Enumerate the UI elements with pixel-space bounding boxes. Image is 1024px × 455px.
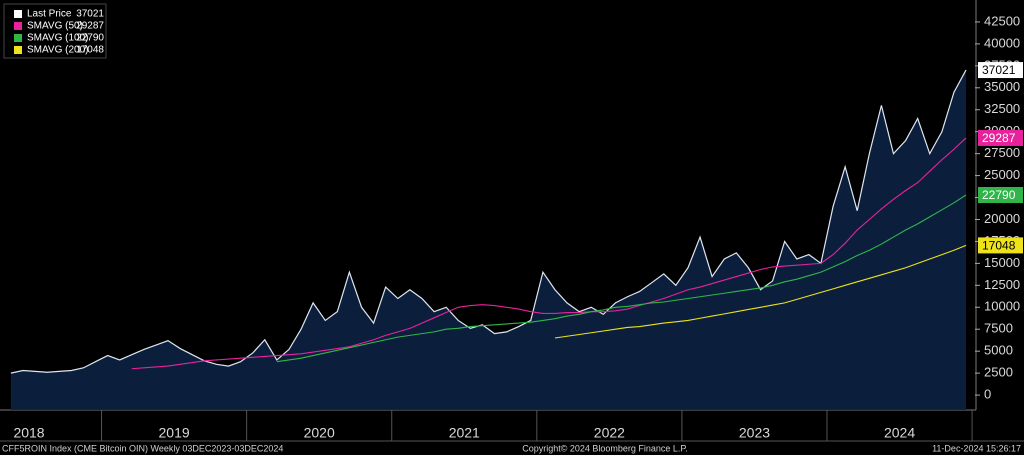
legend-swatch	[14, 22, 22, 30]
y-tick-label: 5000	[984, 343, 1013, 358]
y-tick-label: 12500	[984, 277, 1020, 292]
y-tick-label: 32500	[984, 101, 1020, 116]
value-box-label: 22790	[982, 188, 1016, 202]
y-tick-label: 42500	[984, 13, 1020, 28]
legend-value: 17048	[76, 45, 104, 56]
x-tick-label: 2023	[739, 425, 770, 441]
series-line	[131, 137, 967, 370]
y-tick-label: 40000	[984, 35, 1020, 50]
legend-label: Last Price	[27, 9, 72, 20]
footer-center: Copyright© 2024 Bloomberg Finance L.P.	[522, 443, 688, 453]
value-box	[978, 129, 1023, 146]
x-tick-label: 2019	[159, 425, 190, 441]
series-line	[276, 194, 967, 363]
x-tick-label: 2018	[13, 425, 44, 441]
value-box-label: 37021	[982, 63, 1016, 77]
y-tick-label: 0	[984, 387, 991, 402]
y-tick-label: 15000	[984, 255, 1020, 270]
footer-left: CFF5ROIN Index (CME Bitcoin OIN) Weekly …	[2, 443, 283, 453]
y-tick-label: 27500	[984, 145, 1020, 160]
legend-value: 29287	[76, 21, 104, 32]
series-line	[554, 244, 967, 339]
y-tick-label: 2500	[984, 365, 1013, 380]
y-tick-label: 25000	[984, 167, 1020, 182]
legend-label: SMAVG (50)	[27, 21, 83, 32]
value-box-label: 29287	[982, 131, 1016, 145]
legend-swatch	[14, 46, 22, 54]
plot-area	[10, 69, 967, 410]
x-tick-label: 2024	[884, 425, 915, 441]
y-tick-label: 35000	[984, 79, 1020, 94]
y-tick-label: 7500	[984, 321, 1013, 336]
series-line	[10, 69, 967, 374]
value-box	[978, 237, 1023, 254]
legend-value: 37021	[76, 9, 104, 20]
y-tick-label: 10000	[984, 299, 1020, 314]
x-tick-label: 2022	[594, 425, 625, 441]
legend-swatch	[14, 34, 22, 42]
y-tick-label: 20000	[984, 211, 1020, 226]
legend-swatch	[14, 10, 22, 18]
value-box-label: 17048	[982, 239, 1016, 253]
value-box	[978, 186, 1023, 203]
legend-value: 22790	[76, 33, 104, 44]
x-tick-label: 2021	[449, 425, 480, 441]
x-tick-label: 2020	[304, 425, 335, 441]
footer-right: 11-Dec-2024 15:26:17	[932, 443, 1021, 453]
legend-label: SMAVG (200)	[27, 45, 89, 56]
legend-label: SMAVG (100)	[27, 33, 89, 44]
price-area	[10, 70, 967, 410]
value-box	[978, 62, 1023, 79]
